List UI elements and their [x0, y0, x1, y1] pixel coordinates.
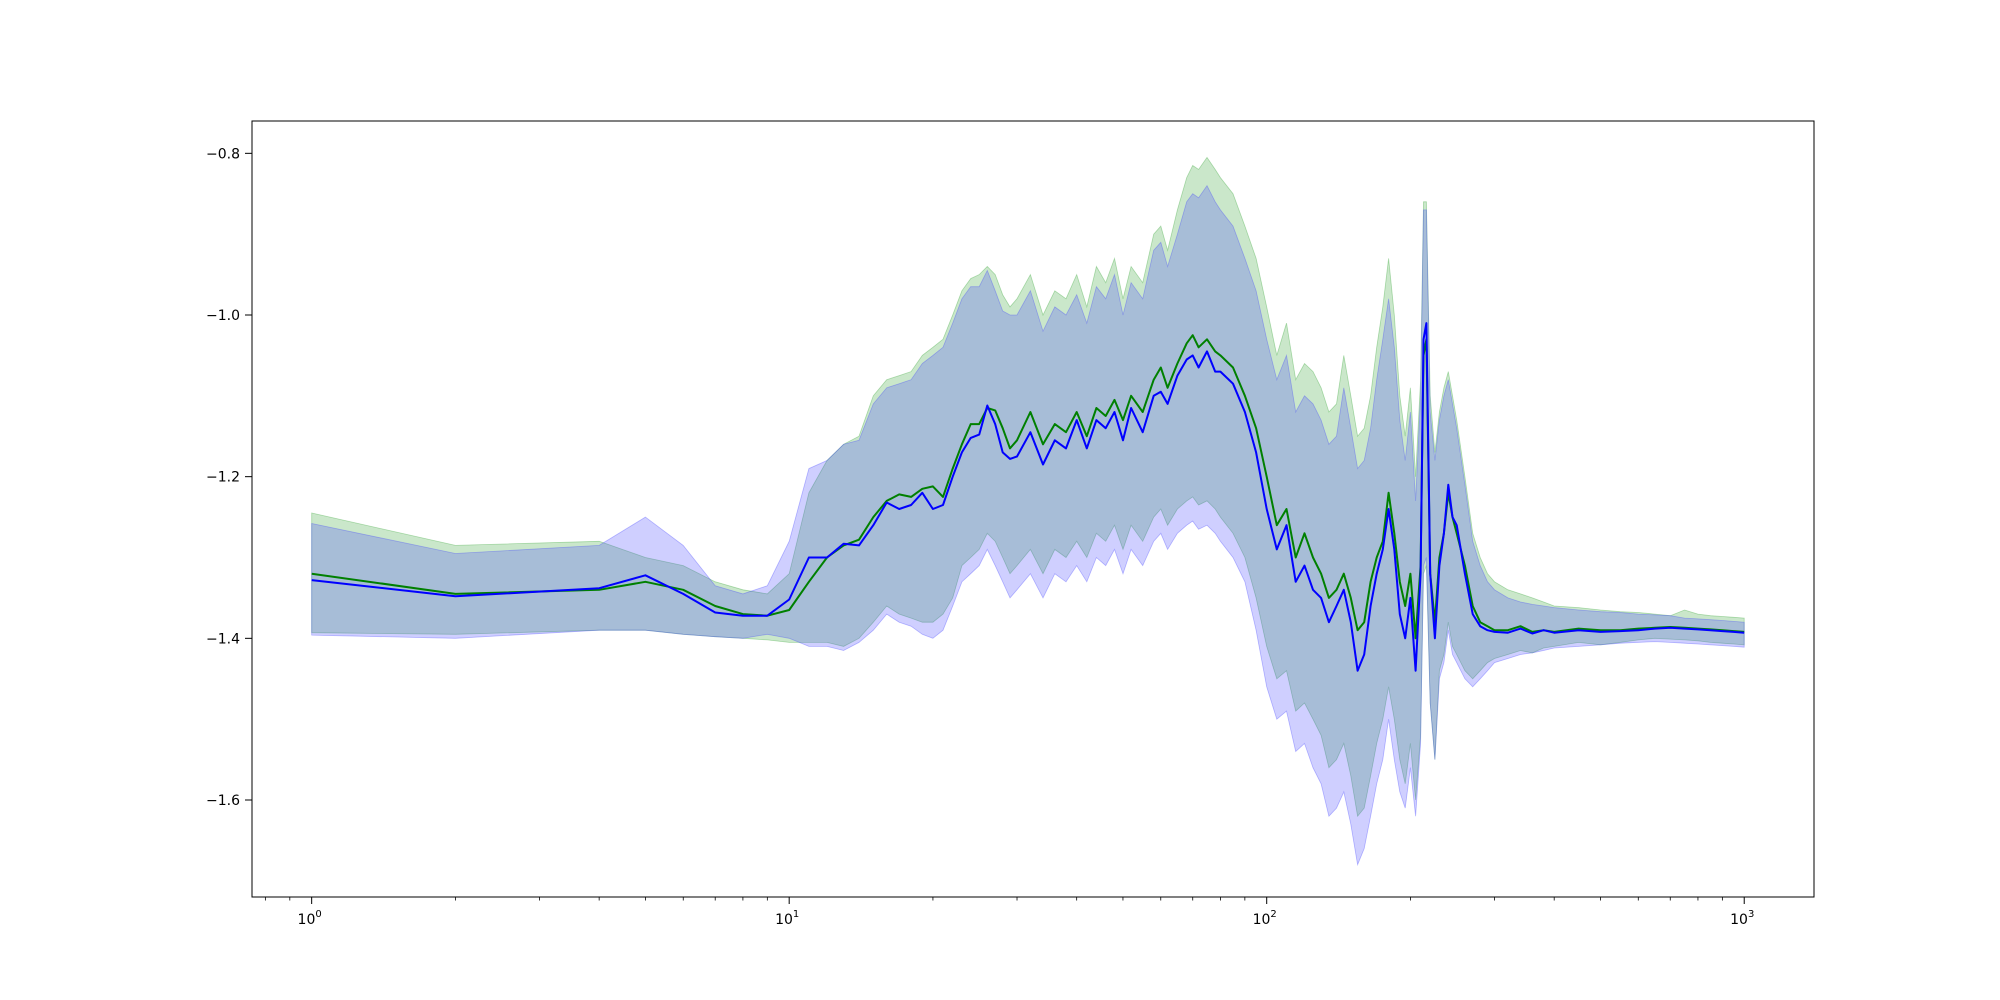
x-axis-ticks: 100 101 102 103 [264, 897, 1754, 928]
plot-area-frame [251, 120, 1815, 898]
green-confidence-band [311, 156, 1745, 818]
series-lines [311, 322, 1745, 672]
x-tick-label: 102 [1253, 909, 1277, 928]
y-tick-label: −0.8 [206, 146, 240, 162]
y-tick-label: −1.2 [206, 470, 240, 486]
x-tick-label: 101 [775, 909, 799, 928]
confidence-bands [311, 156, 1745, 867]
y-tick-label: −1.6 [206, 793, 240, 809]
x-tick-label: 103 [1730, 909, 1754, 928]
y-tick-label: −1.0 [206, 308, 240, 324]
y-axis-ticks: −1.6 −1.4 −1.2 −1.0 −0.8 [206, 146, 252, 809]
blue-series-line [311, 322, 1745, 672]
x-tick-label: 100 [298, 909, 322, 928]
green-series-line [311, 334, 1745, 640]
blue-confidence-band [311, 184, 1745, 867]
y-tick-label: −1.4 [206, 631, 240, 647]
